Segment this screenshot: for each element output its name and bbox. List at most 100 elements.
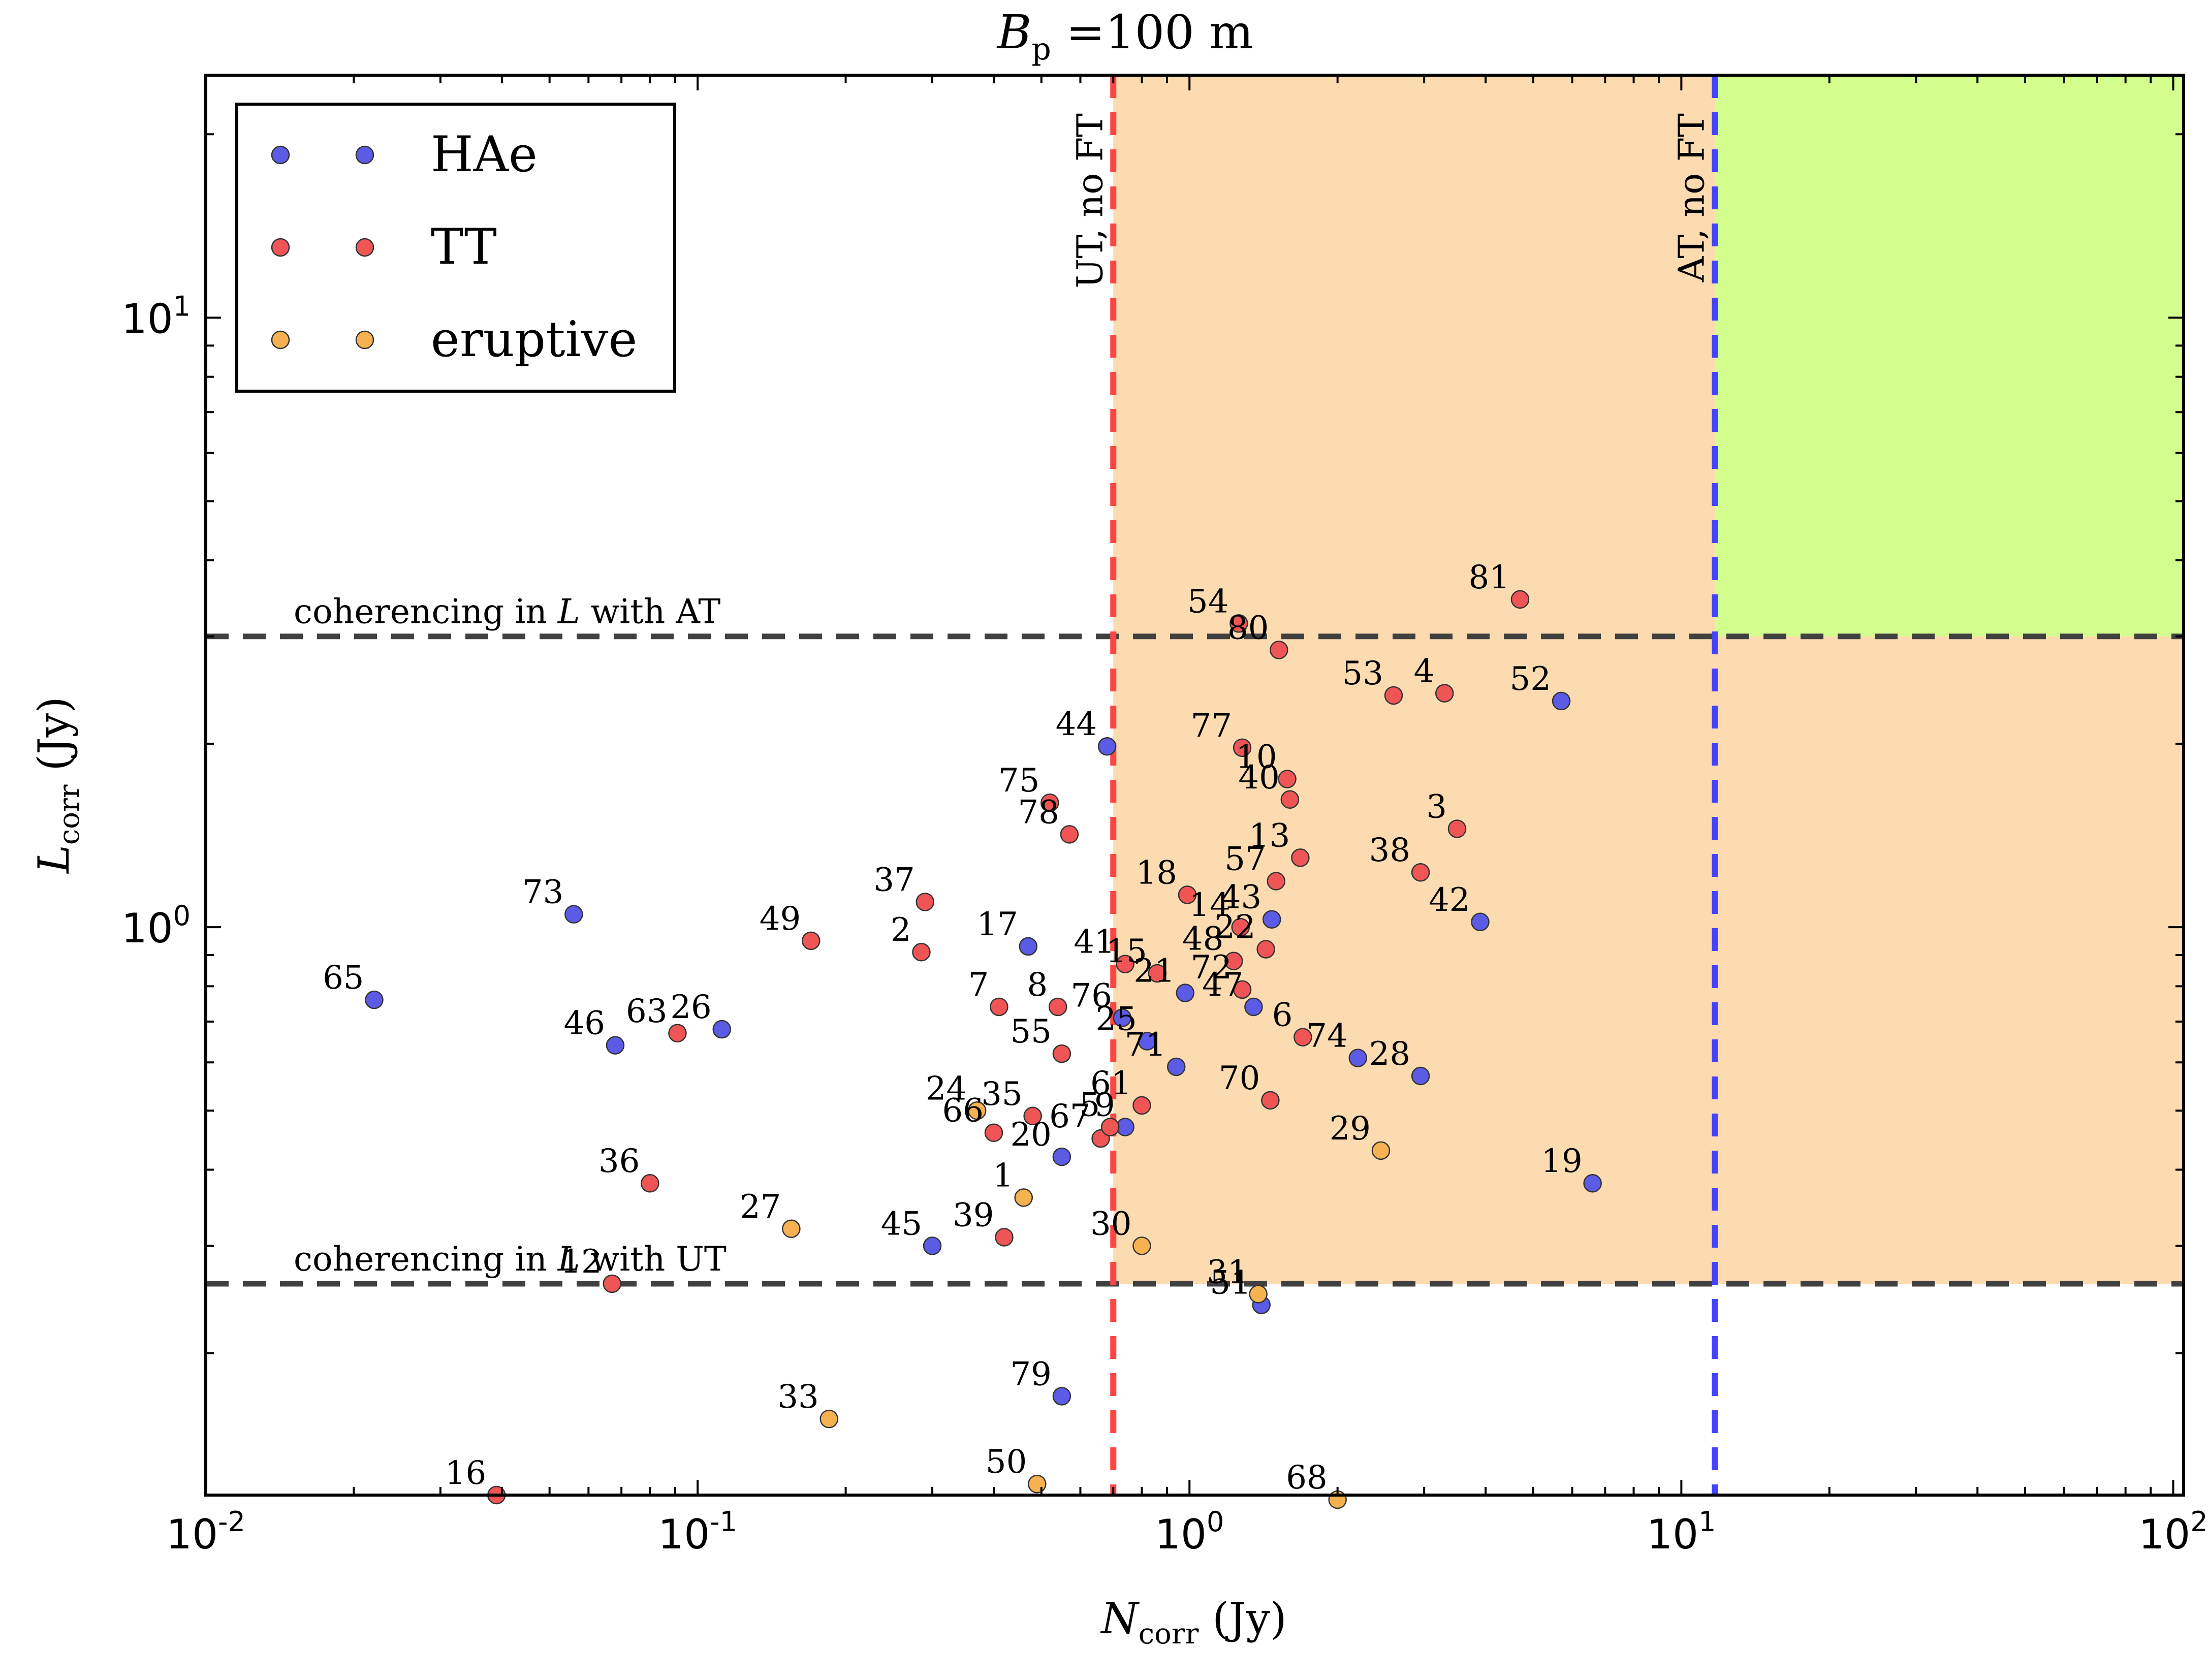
point-label-51: 51	[1210, 1264, 1251, 1302]
x-tick-label: 100	[1155, 1506, 1224, 1558]
point-tt-8	[1048, 997, 1067, 1017]
point-label-37: 37	[873, 861, 914, 899]
point-eruptive-31	[1249, 1285, 1268, 1304]
point-label-21: 21	[1133, 953, 1175, 990]
point-label-50: 50	[986, 1443, 1027, 1481]
point-tt-3	[1447, 819, 1467, 838]
xlabel-main: N	[1100, 1594, 1140, 1643]
title-rest: =100 m	[1051, 5, 1253, 59]
point-eruptive-29	[1371, 1141, 1391, 1160]
point-label-2: 2	[891, 911, 911, 949]
ylabel-sub: corr	[53, 784, 86, 845]
point-label-70: 70	[1219, 1060, 1260, 1097]
point-label-77: 77	[1191, 707, 1232, 745]
legend-marker-eruptive	[355, 330, 374, 350]
ylabel-main: L	[29, 845, 79, 874]
legend-box	[235, 103, 676, 393]
point-label-24: 24	[926, 1070, 967, 1107]
point-hae-65	[365, 990, 384, 1009]
point-tt-14	[1231, 917, 1250, 937]
point-tt-49	[801, 931, 821, 950]
point-eruptive-1	[1014, 1188, 1033, 1207]
point-hae-74	[1348, 1049, 1367, 1067]
point-label-54: 54	[1187, 583, 1228, 620]
point-label-20: 20	[1010, 1116, 1051, 1154]
point-label-66: 66	[942, 1092, 984, 1130]
plot-frame	[204, 74, 2185, 1497]
point-eruptive-50	[1028, 1474, 1047, 1494]
point-tt-66	[984, 1123, 1003, 1142]
point-tt-80	[1270, 641, 1288, 659]
point-tt-55	[1052, 1044, 1071, 1063]
point-label-29: 29	[1330, 1110, 1371, 1148]
point-hae-73	[564, 905, 583, 924]
point-label-3: 3	[1426, 788, 1447, 826]
point-label-8: 8	[1027, 966, 1048, 1004]
point-label-61: 61	[1090, 1065, 1131, 1102]
point-label-12: 12	[560, 1243, 602, 1281]
point-label-7: 7	[968, 966, 989, 1004]
point-label-79: 79	[1010, 1355, 1051, 1393]
point-hae-46	[606, 1036, 625, 1055]
point-label-65: 65	[323, 959, 364, 997]
legend-marker-tt	[355, 238, 374, 257]
point-label-9: 9	[1094, 1086, 1115, 1124]
point-label-74: 74	[1306, 1018, 1347, 1055]
point-label-75: 75	[998, 762, 1039, 800]
point-label-52: 52	[1510, 660, 1551, 698]
xlabel-sub: corr	[1139, 1618, 1199, 1651]
point-hae-26	[712, 1020, 732, 1039]
point-hae-71	[1166, 1057, 1186, 1076]
point-tt-72	[1233, 980, 1252, 999]
point-hae-79	[1052, 1387, 1071, 1406]
point-label-53: 53	[1342, 655, 1383, 692]
point-label-46: 46	[564, 1005, 605, 1042]
legend-marker-hae	[355, 145, 374, 165]
point-label-22: 22	[1214, 909, 1255, 946]
point-hae-20	[1052, 1147, 1071, 1166]
point-hae-21	[1176, 984, 1194, 1002]
point-label-72: 72	[1191, 949, 1232, 987]
point-label-30: 30	[1090, 1205, 1131, 1243]
point-tt-37	[916, 893, 935, 911]
point-tt-10	[1278, 770, 1297, 788]
point-hae-52	[1552, 691, 1571, 711]
point-tt-39	[995, 1228, 1014, 1247]
point-tt-77	[1233, 738, 1252, 757]
point-label-38: 38	[1369, 832, 1410, 869]
ut-limit-label: UT, no FT	[1069, 113, 1111, 289]
point-label-19: 19	[1541, 1143, 1582, 1180]
coherencing-label-ut: coherencing in L with UT	[294, 1240, 727, 1279]
y-tick-label: 101	[121, 290, 191, 342]
legend-label-hae: HAe	[431, 126, 538, 183]
legend: HAe TT eruptive	[235, 103, 676, 393]
point-hae-17	[1019, 937, 1038, 956]
point-label-76: 76	[1070, 977, 1112, 1015]
point-tt-35	[1023, 1106, 1042, 1126]
point-label-6: 6	[1272, 997, 1293, 1034]
region-green	[1715, 75, 2184, 637]
point-eruptive-33	[819, 1409, 839, 1429]
point-label-41: 41	[1074, 924, 1115, 961]
x-tick-label: 10-1	[658, 1506, 737, 1558]
point-tt-5	[1100, 1118, 1120, 1136]
point-label-26: 26	[670, 989, 711, 1026]
point-tt-2	[912, 942, 931, 962]
legend-marker-tt	[271, 238, 290, 257]
x-tick-label: 10-2	[166, 1506, 245, 1558]
point-tt-61	[1132, 1096, 1151, 1115]
chart-title: Bp =100 m	[996, 5, 1253, 67]
ylabel-rest: (Jy)	[29, 696, 79, 784]
point-label-73: 73	[522, 874, 563, 911]
title-main: B	[996, 5, 1032, 59]
title-sub: p	[1031, 31, 1051, 67]
y-axis-label: Lcorr (Jy)	[29, 696, 86, 874]
point-tt-63	[668, 1024, 687, 1043]
legend-label-tt: TT	[431, 218, 497, 275]
point-label-43: 43	[1220, 879, 1261, 916]
point-tt-22	[1256, 940, 1275, 959]
point-tt-13	[1291, 848, 1310, 867]
point-eruptive-30	[1132, 1237, 1151, 1255]
legend-marker-eruptive	[271, 330, 290, 350]
